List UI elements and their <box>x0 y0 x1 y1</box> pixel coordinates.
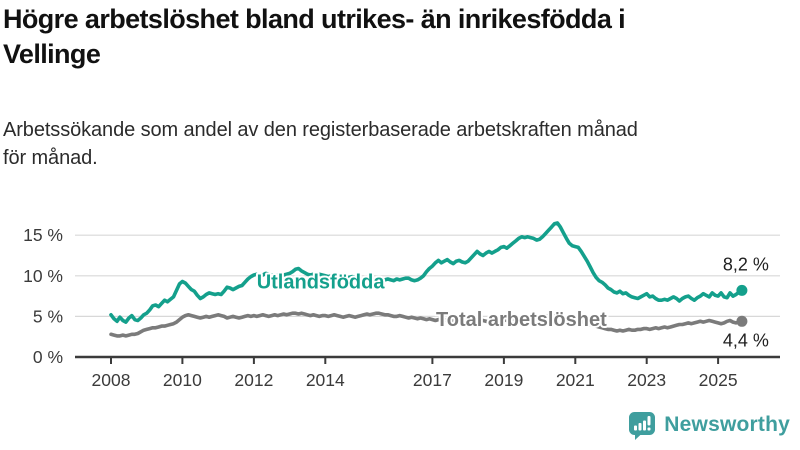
series-line-total <box>109 311 744 338</box>
y-tick-label: 0 % <box>33 347 63 367</box>
x-tick-label: 2012 <box>234 370 273 390</box>
newsworthy-brand-name: Newsworthy <box>664 413 790 436</box>
x-tick-label: 2014 <box>306 370 345 390</box>
page-subtitle-line-1: Arbetssökande som andel av den registerb… <box>3 119 638 141</box>
newsworthy-logo-icon <box>629 412 656 440</box>
end-dot-total <box>736 315 748 327</box>
chart-canvas: 0 % 5 % 10 % 15 % 2008 2010 2012 2014 2017 2019 20… <box>23 221 780 390</box>
x-tick-label: 2023 <box>627 370 666 390</box>
series-label-utlandsfodda: Utlandsfödda <box>257 271 386 293</box>
y-tick-label: 5 % <box>33 306 63 326</box>
x-tick-label: 2019 <box>484 370 523 390</box>
unemployment-line-chart: 0 % 5 % 10 % 15 % 2008 2010 2012 2014 2017 2019 20… <box>0 204 800 400</box>
page-subtitle-line-2: för månad. <box>3 147 98 169</box>
speech-bubble-tail <box>635 433 643 440</box>
newsworthy-logo: Newsworthy <box>627 409 790 441</box>
end-dot-utlandsfodda <box>736 284 748 296</box>
y-tick-label: 10 % <box>23 266 63 286</box>
page-title-line-1: Högre arbetslöshet bland utrikes- än inr… <box>3 4 626 34</box>
x-tick-label: 2021 <box>556 370 595 390</box>
x-tick-label: 2008 <box>92 370 131 390</box>
series-label-total: Total arbetslöshet <box>436 309 607 331</box>
page-subtitle: Arbetssökande som andel av den registerb… <box>3 116 799 172</box>
end-value-total: 4,4 % <box>723 330 769 350</box>
x-tick-label: 2017 <box>413 370 452 390</box>
y-tick-label: 15 % <box>23 225 63 245</box>
page-title: Högre arbetslöshet bland utrikes- än inr… <box>3 2 799 72</box>
series-line-utlandsfodda <box>109 221 744 324</box>
end-value-utlandsfodda: 8,2 % <box>723 254 769 274</box>
x-tick-label: 2010 <box>163 370 202 390</box>
x-tick-label: 2025 <box>699 370 738 390</box>
page-title-line-2: Vellinge <box>3 39 101 69</box>
